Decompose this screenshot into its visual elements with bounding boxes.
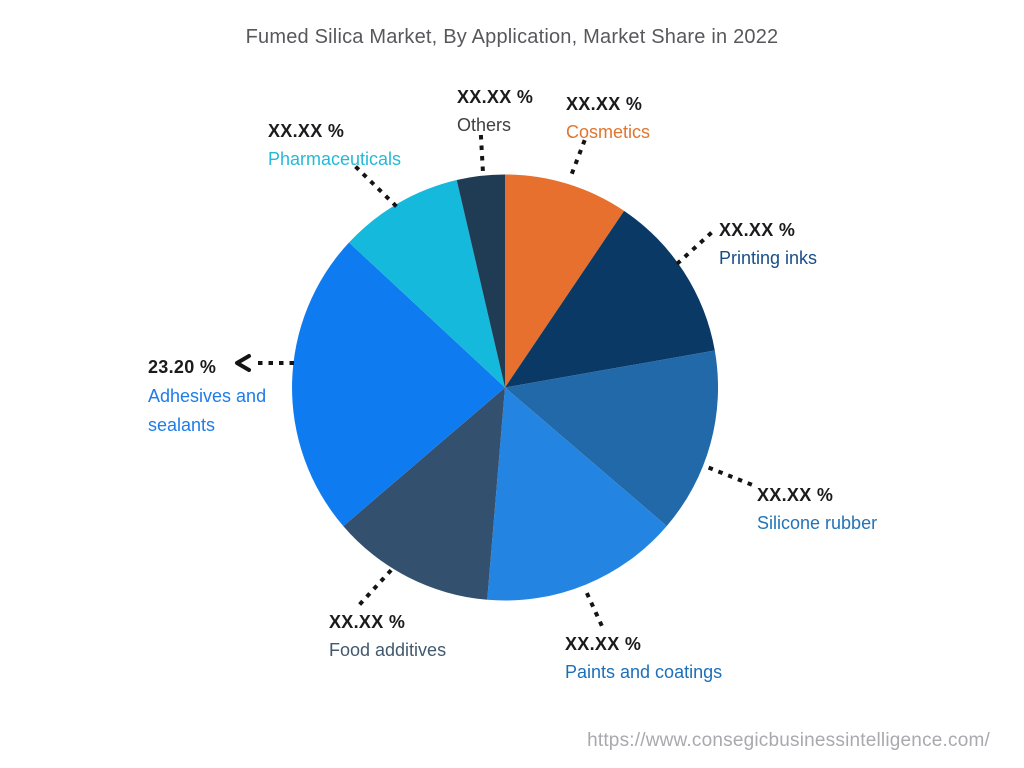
leader-line <box>704 464 753 487</box>
segment-label-paints-and-coatings: XX.XX % Paints and coatings <box>565 630 722 686</box>
chart-title: Fumed Silica Market, By Application, Mar… <box>245 26 779 48</box>
pie-slice-pharmaceuticals <box>349 180 505 388</box>
leader-line <box>478 134 486 176</box>
segment-value: 23.20 % <box>148 357 217 377</box>
leader-line <box>582 586 604 627</box>
segment-label-others: XX.XX % Others <box>457 83 533 139</box>
segment-value: XX.XX % <box>329 612 406 632</box>
segment-name: Paints and coatings <box>565 662 723 682</box>
pie-slice-cosmetics <box>505 174 625 388</box>
segment-name: Food additives <box>329 640 447 660</box>
leader-line <box>354 165 399 209</box>
segment-name: Others <box>457 115 512 135</box>
segment-name: Silicone rubber <box>757 513 878 533</box>
leader-arrowhead-icon <box>235 354 251 372</box>
leader-line <box>566 139 587 184</box>
segment-value: XX.XX % <box>268 121 345 141</box>
segment-label-printing-inks: XX.XX % Printing inks <box>719 216 817 272</box>
pie-slice-food-additives <box>343 387 505 600</box>
segment-label-silicone-rubber: XX.XX % Silicone rubber <box>757 481 877 537</box>
leader-line <box>358 564 397 606</box>
segment-label-adhesives-and-sealants: 23.20 % Adhesives and sealants <box>148 353 300 440</box>
segment-label-food-additives: XX.XX % Food additives <box>329 608 446 664</box>
segment-name: Pharmaceuticals <box>268 149 402 169</box>
pie-slice-others <box>456 174 505 388</box>
segment-label-cosmetics: XX.XX % Cosmetics <box>566 90 650 146</box>
segment-value: XX.XX % <box>566 94 643 114</box>
pie-slice-printing-inks <box>505 210 715 388</box>
segment-value: XX.XX % <box>719 220 796 240</box>
segment-value: XX.XX % <box>565 634 642 654</box>
segment-label-pharmaceuticals: XX.XX % Pharmaceuticals <box>268 117 401 173</box>
segment-name: Printing inks <box>719 248 818 268</box>
segment-name: Cosmetics <box>566 122 651 142</box>
segment-value: XX.XX % <box>457 87 534 107</box>
pie-slice-adhesives-and-sealants <box>292 242 505 527</box>
source-url-link[interactable]: https://www.consegicbusinessintelligence… <box>587 730 990 751</box>
segment-name: Adhesives and sealants <box>148 386 267 435</box>
pie-slice-silicone-rubber <box>505 350 719 527</box>
leader-line <box>675 231 713 266</box>
pie-slice-paints-and-coatings <box>487 387 667 601</box>
segment-value: XX.XX % <box>757 485 834 505</box>
